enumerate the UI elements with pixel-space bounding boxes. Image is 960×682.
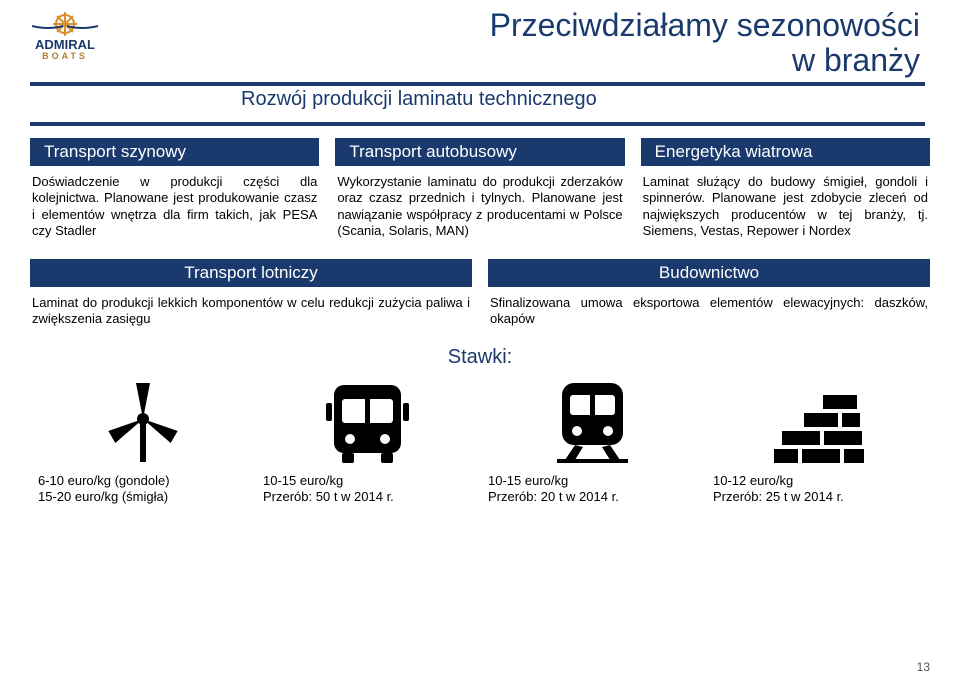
- rate-wind-line1: 6-10 euro/kg (gondole): [38, 473, 247, 489]
- title-line1: Przeciwdziałamy sezonowości: [30, 8, 920, 43]
- col-bus: Transport autobusowy Wykorzystanie lamin…: [335, 138, 624, 241]
- rate-wind: 6-10 euro/kg (gondole) 15-20 euro/kg (śm…: [30, 377, 255, 506]
- divider-bar-bottom: [30, 122, 925, 126]
- rate-build-line1: 10-12 euro/kg: [713, 473, 922, 489]
- rate-wind-line2: 15-20 euro/kg (śmigła): [38, 489, 247, 505]
- logo-wheel-icon: [30, 12, 100, 36]
- logo-sub: BOATS: [42, 51, 88, 61]
- rate-bus: 10-15 euro/kg Przerób: 50 t w 2014 r.: [255, 377, 480, 506]
- col-body-bus: Wykorzystanie laminatu do produkcji zder…: [335, 172, 624, 241]
- col-header-bus: Transport autobusowy: [335, 138, 624, 166]
- col-body-rail: Doświadczenie w produkcji części dla kol…: [30, 172, 319, 241]
- rate-build: 10-12 euro/kg Przerób: 25 t w 2014 r.: [705, 377, 930, 506]
- rate-train: 10-15 euro/kg Przerób: 20 t w 2014 r.: [480, 377, 705, 506]
- bricks-icon: [768, 377, 868, 467]
- col-air: Transport lotniczy Laminat do produkcji …: [30, 259, 472, 330]
- header: ADMIRAL BOATS Przeciwdziałamy sezonowośc…: [0, 0, 960, 120]
- page-number: 13: [917, 660, 930, 674]
- col-rail: Transport szynowy Doświadczenie w produk…: [30, 138, 319, 241]
- rate-bus-line2: Przerób: 50 t w 2014 r.: [263, 489, 472, 505]
- col-header-wind: Energetyka wiatrowa: [641, 138, 930, 166]
- wind-turbine-icon: [98, 377, 188, 467]
- bus-icon: [320, 377, 415, 467]
- page-title: Przeciwdziałamy sezonowości w branży: [30, 8, 920, 78]
- col-header-rail: Transport szynowy: [30, 138, 319, 166]
- title-line2: w branży: [30, 43, 920, 78]
- logo-name: ADMIRAL: [35, 38, 95, 51]
- col-body-build: Sfinalizowana umowa eksportowa elementów…: [488, 293, 930, 330]
- rate-bus-line1: 10-15 euro/kg: [263, 473, 472, 489]
- col-body-air: Laminat do produkcji lekkich komponentów…: [30, 293, 472, 330]
- col-build: Budownictwo Sfinalizowana umowa eksporto…: [488, 259, 930, 330]
- two-column-row: Transport lotniczy Laminat do produkcji …: [0, 253, 960, 340]
- three-column-row: Transport szynowy Doświadczenie w produk…: [0, 120, 960, 253]
- rates-row: 6-10 euro/kg (gondole) 15-20 euro/kg (śm…: [0, 377, 960, 506]
- col-body-wind: Laminat służący do budowy śmigieł, gondo…: [641, 172, 930, 241]
- rate-build-line2: Przerób: 25 t w 2014 r.: [713, 489, 922, 505]
- rates-heading: Stawki:: [0, 346, 960, 369]
- col-header-air: Transport lotniczy: [30, 259, 472, 287]
- rate-train-line2: Przerób: 20 t w 2014 r.: [488, 489, 697, 505]
- train-icon: [545, 377, 640, 467]
- col-wind: Energetyka wiatrowa Laminat służący do b…: [641, 138, 930, 241]
- subtitle: Rozwój produkcji laminatu technicznego: [225, 86, 613, 113]
- logo: ADMIRAL BOATS: [30, 12, 100, 61]
- col-header-build: Budownictwo: [488, 259, 930, 287]
- rate-train-line1: 10-15 euro/kg: [488, 473, 697, 489]
